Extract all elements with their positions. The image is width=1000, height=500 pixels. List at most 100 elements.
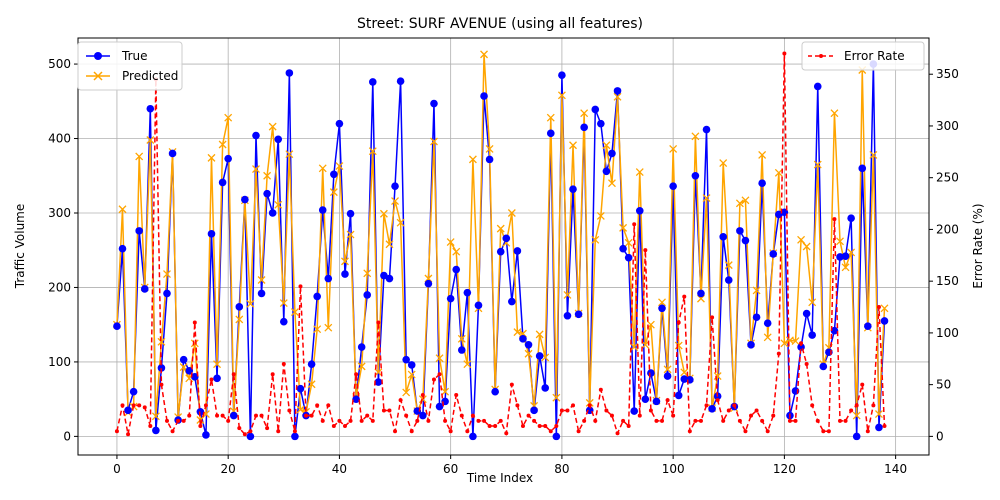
error-point xyxy=(793,418,798,423)
true-point xyxy=(307,360,316,368)
true-point xyxy=(519,335,527,343)
true-point xyxy=(191,373,199,381)
y2-tick-label: 0 xyxy=(936,429,944,443)
error-point xyxy=(170,429,175,434)
error-point xyxy=(242,432,247,437)
error-point xyxy=(331,424,336,429)
predicted-point xyxy=(157,337,166,346)
true-point xyxy=(124,406,132,415)
predicted-point xyxy=(602,141,611,150)
true-point xyxy=(424,279,433,288)
true-point xyxy=(802,309,811,318)
error-point xyxy=(537,424,542,429)
true-point xyxy=(246,432,255,441)
x-tick-label: 100 xyxy=(662,462,685,476)
true-point xyxy=(357,343,366,351)
true-point xyxy=(435,402,444,411)
true-point xyxy=(419,411,427,420)
predicted-point xyxy=(691,132,700,141)
error-point xyxy=(865,429,870,434)
error-point xyxy=(693,418,698,423)
true-point xyxy=(196,408,205,416)
x-tick-label: 140 xyxy=(884,462,907,476)
error-point xyxy=(576,429,581,434)
predicted-point xyxy=(763,333,772,342)
predicted-point xyxy=(452,247,461,256)
error-point xyxy=(749,413,754,418)
predicted-point xyxy=(569,141,577,150)
error-point xyxy=(131,403,136,408)
true-point xyxy=(229,411,238,420)
error-point xyxy=(370,418,375,423)
error-point xyxy=(737,418,742,423)
true-point xyxy=(641,395,650,403)
error-point xyxy=(137,403,142,408)
error-point xyxy=(871,403,876,408)
true-point xyxy=(619,244,627,253)
true-point xyxy=(697,289,705,298)
error-point xyxy=(743,429,748,434)
error-point xyxy=(710,315,715,320)
predicted-point xyxy=(441,387,450,396)
true-point xyxy=(663,372,672,380)
legend-error-marker xyxy=(819,54,823,58)
error-point xyxy=(526,413,531,418)
predicted-point xyxy=(513,328,522,337)
true-point xyxy=(407,361,416,369)
true-point xyxy=(452,265,461,274)
error-point xyxy=(459,413,464,418)
error-point xyxy=(287,408,292,413)
x-tick-label: 40 xyxy=(332,462,347,476)
predicted-point xyxy=(741,196,750,205)
true-point xyxy=(330,170,338,179)
true-point xyxy=(530,406,538,415)
error-point xyxy=(543,424,548,429)
y-tick-label: 500 xyxy=(48,57,71,71)
predicted-point xyxy=(702,194,711,203)
predicted-point xyxy=(802,242,811,251)
predicted-point xyxy=(496,224,505,233)
legend-true-label: True xyxy=(121,49,148,63)
true-point xyxy=(380,271,388,280)
error-point xyxy=(192,320,197,325)
predicted-point xyxy=(719,159,728,168)
true-point xyxy=(747,340,755,349)
true-point xyxy=(157,364,166,372)
predicted-point xyxy=(435,354,444,363)
predicted-point xyxy=(791,337,800,346)
true-point xyxy=(813,82,822,91)
predicted-point xyxy=(235,315,244,324)
true-point xyxy=(469,432,477,441)
true-point xyxy=(674,391,683,400)
true-point xyxy=(129,387,138,396)
error-point xyxy=(276,429,281,434)
predicted-point xyxy=(163,270,171,279)
true-point xyxy=(558,71,566,80)
predicted-point xyxy=(752,286,761,295)
true-point xyxy=(213,374,221,383)
predicted-point xyxy=(724,261,733,270)
error-point xyxy=(593,418,598,423)
true-point xyxy=(830,326,839,335)
error-point xyxy=(387,408,392,413)
true-point xyxy=(841,252,850,260)
true-point xyxy=(463,288,472,297)
true-point xyxy=(652,397,661,406)
predicted-point xyxy=(252,165,260,174)
error-point xyxy=(643,248,648,253)
legend-predicted-marker xyxy=(93,71,103,81)
predicted-point xyxy=(324,323,333,332)
true-point xyxy=(535,352,544,360)
true-point xyxy=(875,423,883,432)
true-point xyxy=(647,369,655,377)
predicted-point xyxy=(118,205,127,214)
predicted-point xyxy=(290,308,299,316)
predicted-point xyxy=(190,339,199,348)
y2-tick-label: 300 xyxy=(936,119,959,133)
predicted-point xyxy=(874,410,883,419)
error-point xyxy=(771,413,776,418)
true-point xyxy=(402,355,410,364)
axes-frame xyxy=(77,37,930,456)
true-point xyxy=(446,294,455,303)
